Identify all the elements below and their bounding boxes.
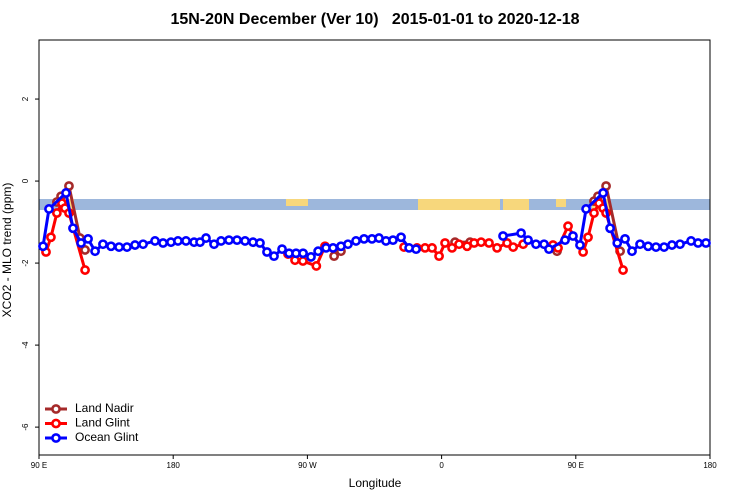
x-tick-label: 180 bbox=[703, 461, 717, 470]
series-point bbox=[130, 240, 140, 250]
series-point bbox=[440, 238, 450, 248]
y-tick-label: -6 bbox=[21, 423, 30, 431]
series-point bbox=[643, 241, 654, 252]
series-point bbox=[329, 251, 339, 262]
series-point bbox=[651, 242, 661, 252]
x-tick-label: 90 E bbox=[568, 461, 584, 470]
series-point bbox=[38, 241, 48, 252]
series-point bbox=[277, 244, 287, 255]
series-point bbox=[122, 242, 132, 252]
y-axis-label: XCO2 - MLO trend (ppm) bbox=[0, 183, 14, 318]
series-point bbox=[508, 242, 519, 252]
series-point bbox=[411, 244, 422, 255]
series-point bbox=[544, 244, 554, 255]
series-point bbox=[620, 233, 630, 244]
series-point bbox=[523, 235, 533, 246]
series-point bbox=[605, 223, 615, 234]
series-point bbox=[476, 237, 487, 248]
x-tick-label: 90 W bbox=[298, 461, 317, 470]
series-point bbox=[701, 238, 711, 248]
series-point bbox=[627, 246, 637, 257]
chart-title: 15N-20N December (Ver 10) 2015-01-01 to … bbox=[170, 11, 579, 28]
x-tick-label: 180 bbox=[167, 461, 181, 470]
series-point bbox=[531, 239, 541, 250]
series-point bbox=[434, 251, 444, 262]
series-point bbox=[635, 239, 645, 250]
series-point bbox=[492, 243, 502, 253]
series-point bbox=[68, 223, 78, 234]
series-point bbox=[306, 252, 316, 262]
series-point bbox=[298, 256, 308, 266]
series-point bbox=[173, 236, 183, 246]
series-point bbox=[61, 188, 71, 198]
series-point bbox=[269, 251, 279, 262]
series-point bbox=[693, 238, 703, 248]
legend-label: Land Nadir bbox=[75, 401, 134, 415]
series-point bbox=[498, 231, 508, 241]
series-point bbox=[255, 238, 265, 248]
series-point bbox=[447, 243, 457, 253]
series-point bbox=[589, 208, 599, 218]
series-point bbox=[150, 236, 160, 246]
series-point bbox=[618, 265, 628, 275]
series-point bbox=[106, 241, 116, 252]
series-point bbox=[612, 238, 623, 248]
y-tick-label: 2 bbox=[21, 96, 30, 101]
series-point bbox=[575, 240, 585, 250]
legend-label: Land Glint bbox=[75, 416, 130, 430]
x-tick-label: 90 E bbox=[31, 461, 47, 470]
series-point bbox=[581, 204, 591, 214]
series-point bbox=[181, 236, 191, 246]
series-point bbox=[262, 247, 272, 257]
series-point bbox=[114, 242, 124, 252]
series-point bbox=[516, 228, 526, 239]
series-point bbox=[598, 188, 608, 198]
series-point bbox=[328, 243, 338, 253]
series-point bbox=[563, 221, 573, 232]
series-point bbox=[46, 232, 56, 243]
y-tick-label: -2 bbox=[21, 259, 30, 267]
series-point bbox=[484, 238, 494, 248]
series-point bbox=[90, 246, 100, 257]
legend-marker bbox=[51, 404, 61, 414]
x-tick-label: 0 bbox=[439, 461, 444, 470]
series-point bbox=[396, 232, 406, 243]
series-point bbox=[560, 235, 570, 246]
series-point bbox=[311, 261, 322, 271]
series-point bbox=[583, 232, 593, 243]
series-point bbox=[667, 240, 677, 250]
series-point bbox=[427, 243, 437, 253]
series-point bbox=[201, 233, 211, 243]
series-point bbox=[158, 238, 168, 248]
series-point bbox=[240, 236, 250, 246]
series-point bbox=[313, 246, 324, 257]
series-point bbox=[80, 245, 90, 255]
series-point bbox=[298, 248, 308, 259]
series-point bbox=[659, 242, 669, 252]
series-point bbox=[98, 239, 108, 250]
series-point bbox=[232, 235, 242, 246]
series-point bbox=[80, 265, 90, 275]
series-point bbox=[351, 236, 361, 246]
series-point bbox=[76, 238, 86, 248]
series-point bbox=[224, 235, 234, 246]
x-axis-label: Longitude bbox=[349, 476, 402, 490]
series-point bbox=[568, 231, 578, 241]
series-point bbox=[216, 236, 226, 246]
series-point bbox=[454, 239, 464, 250]
series-point bbox=[44, 204, 54, 214]
series-point bbox=[675, 239, 685, 250]
series-point bbox=[343, 239, 353, 250]
legend-label: Ocean Glint bbox=[75, 430, 139, 444]
y-tick-label: 0 bbox=[21, 178, 30, 183]
series-point bbox=[388, 235, 398, 246]
legend-marker bbox=[51, 433, 61, 443]
y-tick-label: -4 bbox=[21, 341, 30, 349]
series-point bbox=[359, 233, 369, 244]
series-point bbox=[51, 208, 62, 218]
series-point bbox=[138, 239, 148, 250]
legend-marker bbox=[51, 418, 61, 429]
series-point bbox=[83, 233, 93, 244]
